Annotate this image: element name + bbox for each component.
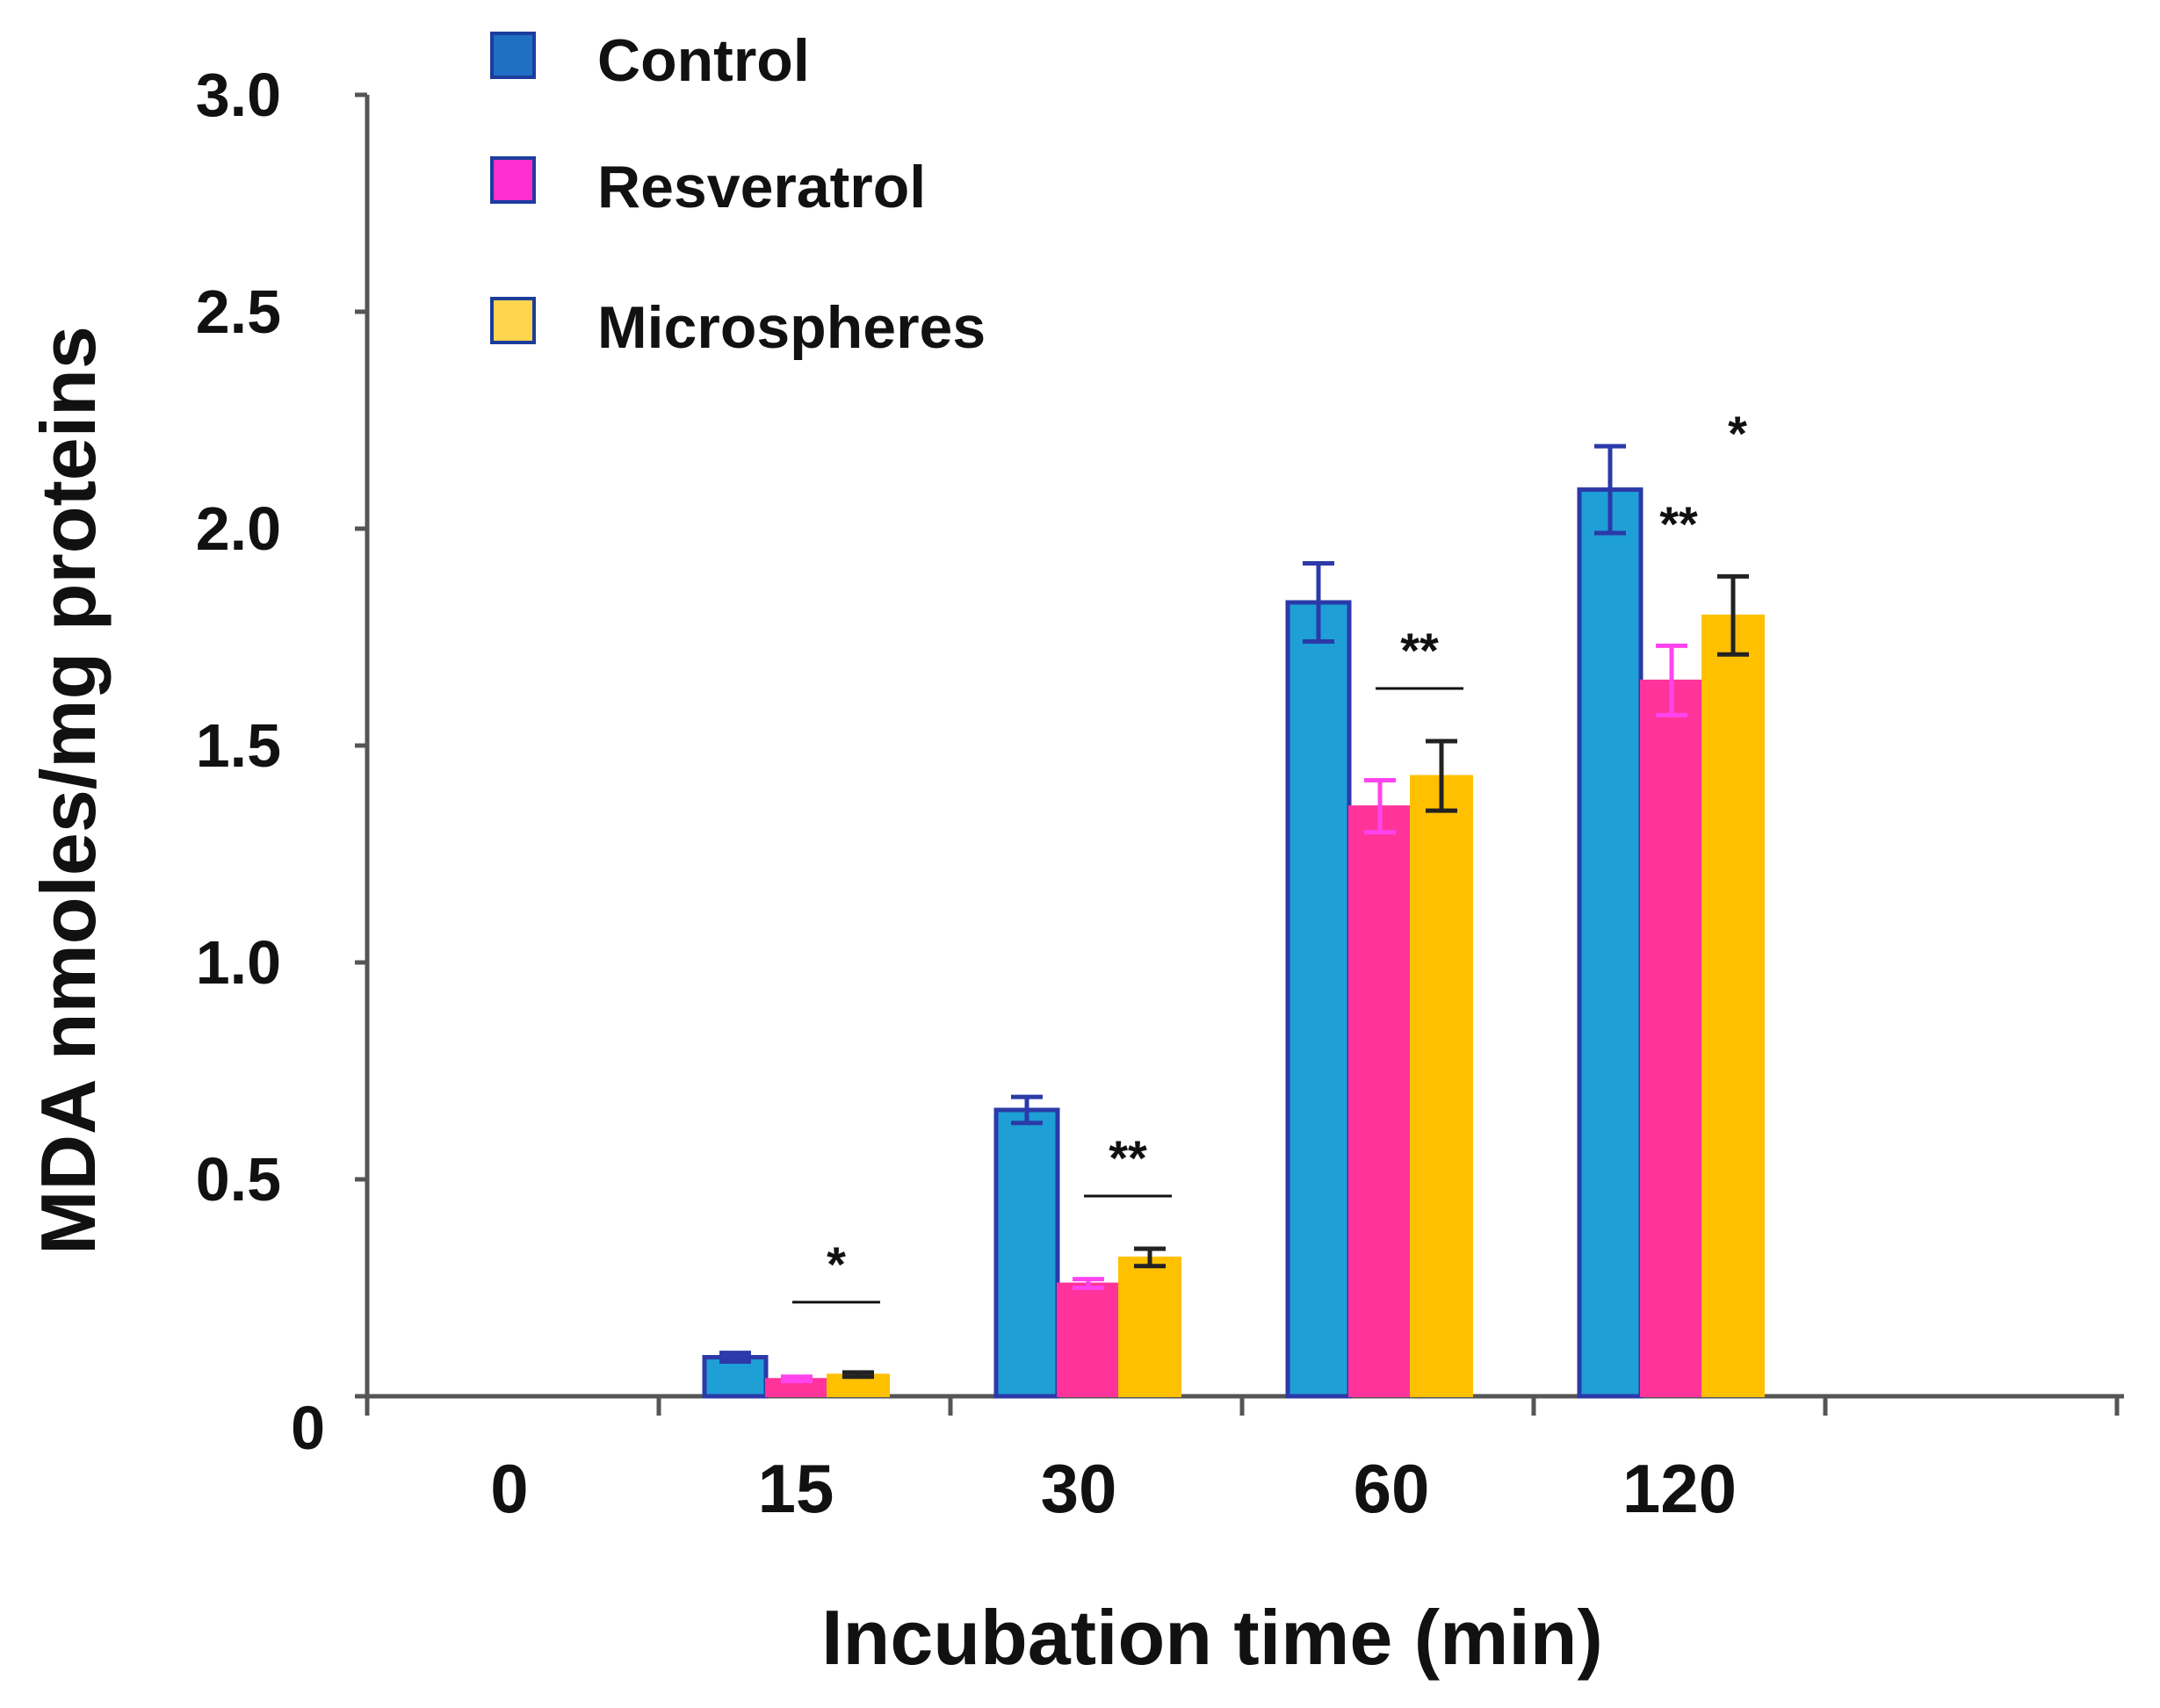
significance-label: ** <box>1109 1130 1147 1186</box>
significance-label: * <box>827 1236 846 1292</box>
x-axis-label: Incubation time (min) <box>821 1594 1603 1681</box>
x-ticks: 0 15 30 60 120 <box>365 1396 2120 1527</box>
error-bar-microspheres-30 <box>1134 1246 1166 1269</box>
x-tick-label: 15 <box>758 1450 834 1527</box>
error-bar-resveratrol-120 <box>1656 643 1687 717</box>
legend-swatch-control <box>490 32 536 79</box>
bar-resveratrol-30 <box>1057 1282 1120 1398</box>
error-bar-control-60 <box>1303 561 1334 644</box>
x-tick-label: 60 <box>1354 1450 1430 1527</box>
bar-control-120 <box>1577 487 1643 1399</box>
legend: Control Resveratrol Microspheres <box>490 27 986 361</box>
error-bar-microspheres-60 <box>1426 739 1457 813</box>
legend-swatch-resveratrol <box>490 156 536 204</box>
axes: MDA nmoles/mg proteins Incubation time (… <box>25 95 2124 1681</box>
bar-microspheres-60 <box>1410 775 1473 1397</box>
y-tick-label: 2.5 <box>196 277 281 346</box>
significance-label: ** <box>1659 496 1698 551</box>
legend-label-control: Control <box>597 27 810 94</box>
error-bar-resveratrol-30 <box>1073 1277 1104 1290</box>
y-tick-label: 0 <box>291 1394 325 1462</box>
x-tick-label: 120 <box>1622 1450 1737 1527</box>
y-ticks: 0 0.5 1.0 1.5 2.0 2.5 3.0 <box>196 61 367 1462</box>
y-tick-label: 2.0 <box>196 494 281 563</box>
legend-swatch-microspheres <box>490 297 536 344</box>
bar-microspheres-120 <box>1701 614 1765 1397</box>
legend-label-resveratrol: Resveratrol <box>597 154 926 220</box>
x-tick-label: 0 <box>490 1450 528 1527</box>
error-bar-control-30 <box>1011 1094 1043 1126</box>
legend-label-microspheres: Microspheres <box>597 294 986 361</box>
error-bar-control-120 <box>1594 443 1626 536</box>
error-bar-microspheres-15 <box>842 1370 874 1380</box>
x-tick-label: 30 <box>1041 1450 1117 1527</box>
significance-label: ** <box>1400 623 1439 678</box>
y-tick-label: 1.0 <box>196 928 281 997</box>
bar-resveratrol-120 <box>1640 679 1703 1397</box>
error-bar-control-15 <box>719 1351 751 1364</box>
bar-resveratrol-60 <box>1348 805 1412 1397</box>
bar-control-60 <box>1285 600 1352 1399</box>
bar-control-30 <box>993 1107 1060 1399</box>
annotations: ******** <box>792 406 1747 1304</box>
y-tick-label: 1.5 <box>196 711 281 780</box>
error-bar-resveratrol-60 <box>1364 778 1396 835</box>
y-tick-label: 0.5 <box>196 1145 281 1214</box>
error-bar-resveratrol-15 <box>781 1374 813 1384</box>
bars <box>702 443 1765 1399</box>
significance-label: * <box>1728 406 1747 461</box>
error-bar-microspheres-120 <box>1717 573 1749 657</box>
y-tick-label: 3.0 <box>196 61 281 129</box>
bar-microspheres-30 <box>1118 1256 1181 1398</box>
y-axis-label: MDA nmoles/mg proteins <box>25 326 112 1255</box>
